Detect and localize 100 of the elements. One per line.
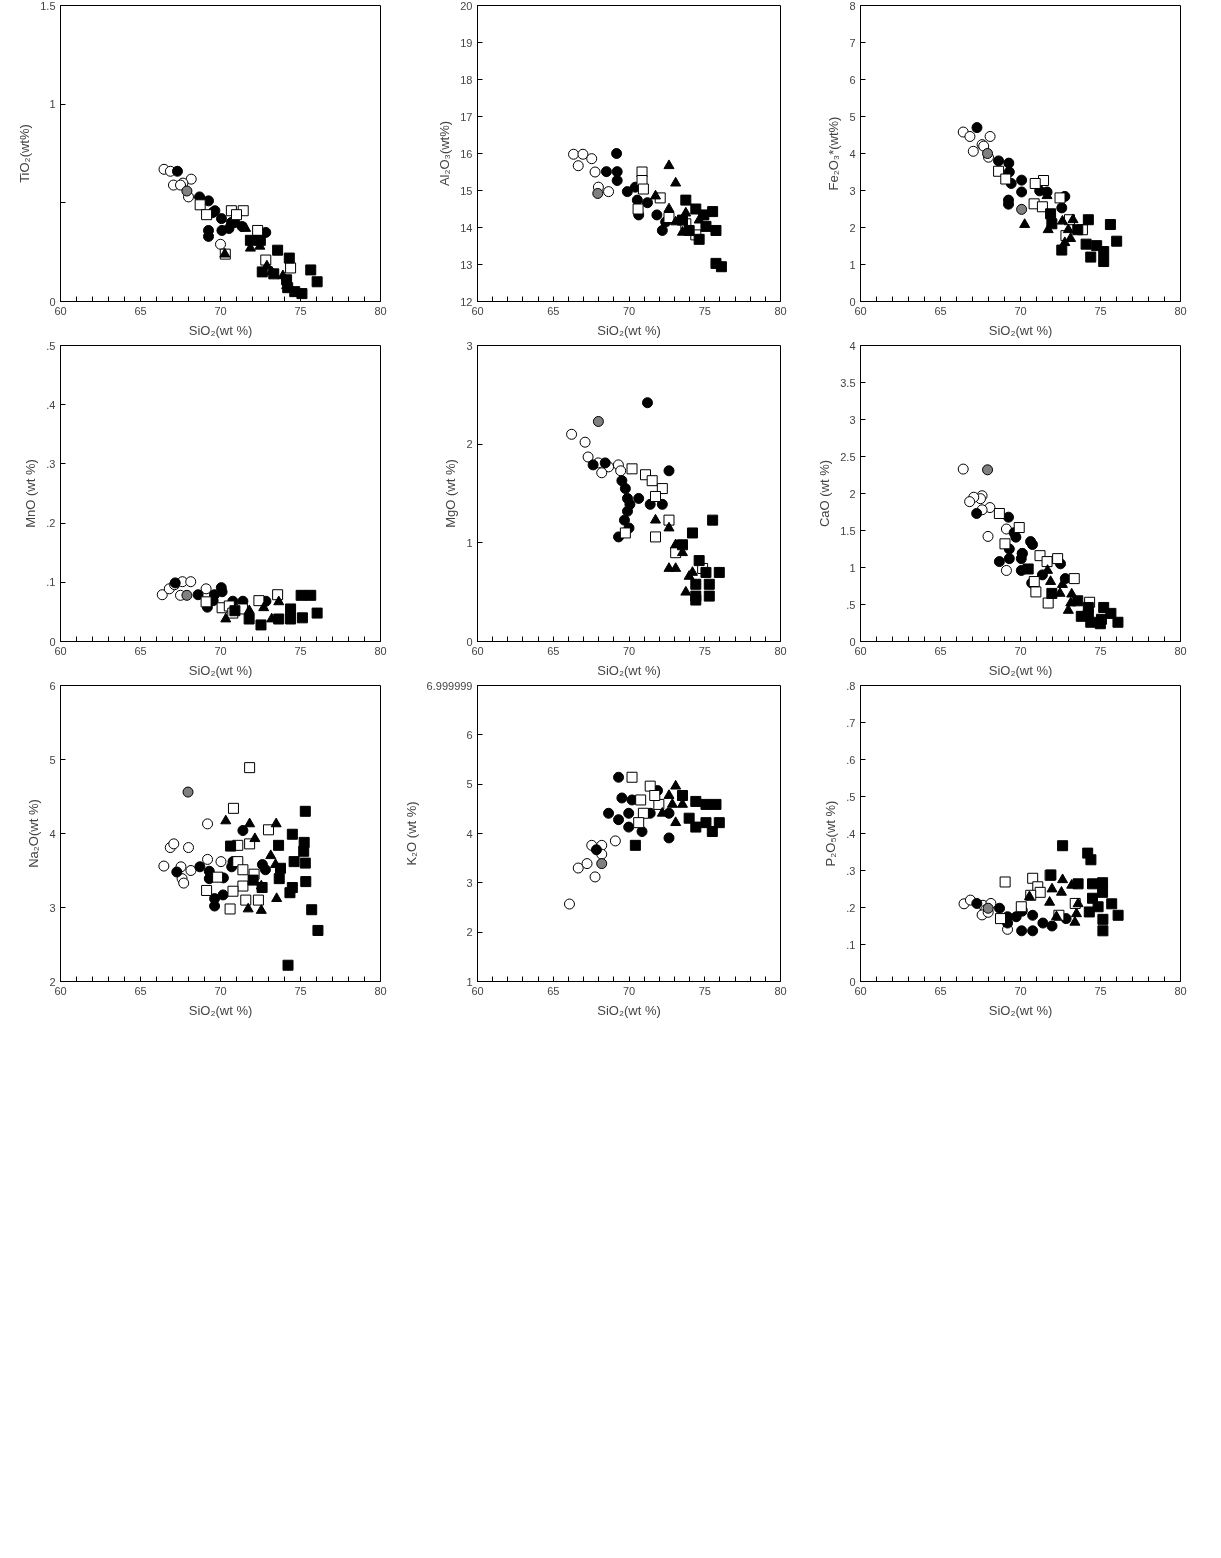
y-tick-label: 4	[49, 827, 56, 840]
y-tick-label: 8	[849, 0, 856, 12]
x-tick-label: 60	[54, 304, 67, 317]
x-tick-label: 65	[934, 304, 947, 317]
x-tick-label: 60	[471, 984, 484, 997]
y-tick-label: 15	[460, 184, 473, 197]
y-tick-label: 3	[49, 901, 56, 914]
y-tick-label: 2.5	[840, 450, 856, 463]
y-tick-label: .5	[46, 339, 56, 352]
y-tick-label: 6	[49, 679, 56, 692]
x-tick-label: 60	[854, 984, 867, 997]
x-tick-label: 60	[54, 984, 67, 997]
y-tick-label: 3	[849, 413, 856, 426]
y-tick-label: 0	[849, 295, 856, 308]
y-tick-label: 5	[466, 778, 473, 791]
x-tick-label: 65	[134, 984, 147, 997]
x-tick-label: 70	[622, 644, 636, 657]
x-tick-label: 75	[1094, 984, 1107, 997]
x-tick-label: 70	[622, 304, 636, 317]
x-tick-label: 65	[547, 984, 560, 997]
x-tick-label: 70	[214, 984, 227, 997]
x-tick-label: 75	[294, 644, 307, 657]
x-tick-label: 80	[374, 644, 387, 657]
y-tick-label: 0	[849, 975, 856, 988]
y-tick-label: .5	[846, 790, 856, 803]
x-tick-label: 60	[54, 644, 67, 657]
y-axis-title: Fe₂O₃*(wt%)	[826, 116, 842, 191]
y-tick-label: .3	[46, 457, 56, 470]
x-tick-label: 70	[214, 304, 227, 317]
y-tick-label: .7	[846, 716, 856, 729]
x-tick-label: 60	[471, 644, 484, 657]
y-tick-label: 2	[849, 221, 856, 234]
y-tick-label: 16	[460, 147, 473, 160]
x-tick-label: 70	[1014, 644, 1027, 657]
y-tick-label: 2	[466, 438, 473, 451]
y-axis-title: MnO (wt %)	[23, 459, 39, 528]
y-axis-title: Al₂O₃(wt%)	[437, 120, 453, 187]
x-tick-label: 70	[1014, 304, 1027, 317]
y-tick-label: 1	[849, 561, 856, 574]
x-tick-label: 65	[547, 644, 560, 657]
y-tick-label: 12	[460, 295, 473, 308]
y-tick-label: 3.5	[840, 376, 856, 389]
x-axis-title: SiO₂(wt %)	[188, 1002, 253, 1018]
x-tick-label: 65	[134, 304, 147, 317]
y-tick-label: .5	[846, 598, 856, 611]
y-tick-label: 3	[849, 184, 856, 197]
x-tick-label: 65	[547, 304, 560, 317]
x-tick-label: 80	[1174, 644, 1187, 657]
y-tick-label: 1	[466, 536, 473, 549]
y-tick-label: .3	[846, 864, 856, 877]
y-tick-label: 6	[466, 728, 473, 741]
y-tick-label: 19	[460, 36, 473, 49]
x-tick-label: 70	[214, 644, 227, 657]
y-tick-label: 4	[466, 827, 473, 840]
y-tick-label: .1	[846, 938, 856, 951]
x-tick-label: 75	[1094, 304, 1107, 317]
y-tick-label: 5	[849, 110, 856, 123]
x-axis-title: SiO₂(wt %)	[188, 662, 253, 678]
y-tick-label: 1	[849, 258, 856, 271]
y-tick-label: .6	[846, 753, 856, 766]
x-tick-label: 75	[698, 304, 711, 317]
y-tick-label: 3	[466, 876, 473, 889]
x-tick-label: 75	[1094, 644, 1107, 657]
y-tick-label: .2	[46, 517, 56, 530]
y-tick-label: 1.5	[840, 524, 856, 537]
y-axis-title: K₂O (wt %)	[403, 801, 419, 866]
y-tick-label: 14	[460, 221, 473, 234]
y-axis-title: P₂O₅(wt %)	[823, 800, 839, 867]
y-tick-label: 1.5	[40, 0, 56, 12]
y-axis-title: MgO (wt %)	[443, 459, 459, 528]
y-tick-label: 2	[466, 926, 473, 939]
x-axis-title: SiO₂(wt %)	[988, 322, 1053, 338]
x-tick-label: 80	[774, 644, 787, 657]
x-tick-label: 65	[934, 984, 947, 997]
x-tick-label: 60	[471, 304, 484, 317]
y-tick-label: 6.999999	[426, 679, 473, 692]
y-tick-label: 3	[466, 339, 473, 352]
x-tick-label: 80	[774, 984, 787, 997]
y-tick-label: 17	[460, 110, 473, 123]
x-tick-label: 70	[622, 984, 636, 997]
y-axis-title: Na₂O(wt %)	[26, 799, 42, 868]
x-tick-label: 75	[698, 984, 711, 997]
x-tick-label: 80	[1174, 984, 1187, 997]
x-tick-label: 60	[854, 644, 867, 657]
x-axis-title: SiO₂(wt %)	[988, 662, 1053, 678]
x-tick-label: 60	[854, 304, 867, 317]
x-tick-label: 65	[134, 644, 147, 657]
x-tick-label: 80	[1174, 304, 1187, 317]
x-axis-title: SiO₂(wt %)	[597, 322, 661, 338]
y-tick-label: 5	[49, 753, 56, 766]
x-axis-title: SiO₂(wt %)	[597, 662, 661, 678]
y-tick-label: .4	[46, 398, 56, 411]
y-tick-label: 0	[49, 635, 56, 648]
x-tick-label: 75	[294, 304, 307, 317]
y-tick-label: 2	[849, 487, 856, 500]
y-tick-label: .4	[846, 827, 856, 840]
x-axis-title: SiO₂(wt %)	[188, 322, 253, 338]
y-tick-label: 0	[466, 635, 473, 648]
y-tick-label: 1	[466, 975, 473, 988]
x-axis-title: SiO₂(wt %)	[597, 1002, 661, 1018]
